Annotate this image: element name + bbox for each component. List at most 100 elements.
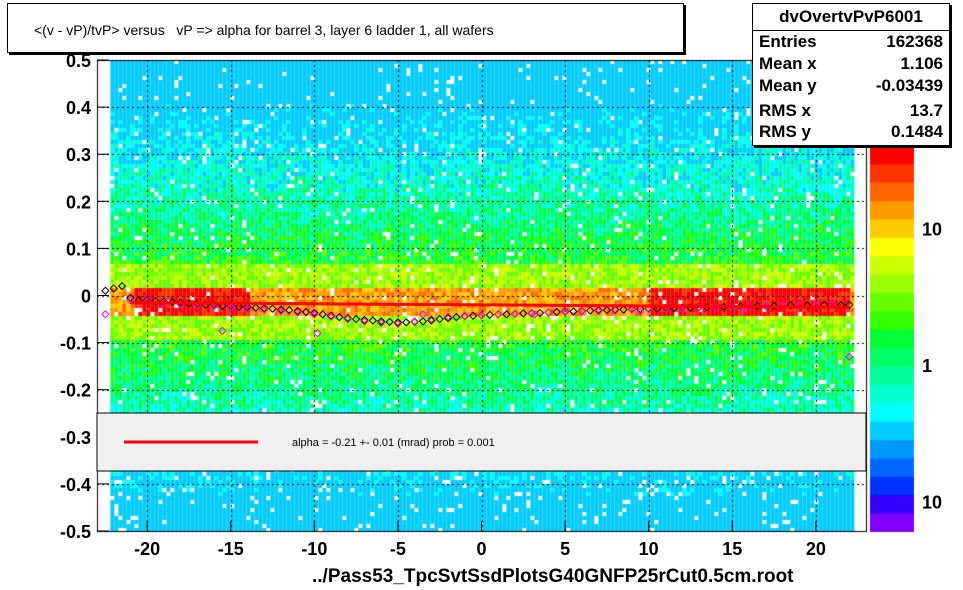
- fit-line: [130, 301, 850, 309]
- profile-point: [159, 297, 169, 306]
- colorbar-label: 10: [922, 493, 942, 513]
- profile-point: [535, 308, 545, 318]
- y-axis-ticks: -0.5 -0.4 -0.3 -0.2 -0.1 0 0.1 0.2 0.3 0.4 0.5: [60, 51, 109, 542]
- profile-point: [510, 309, 520, 319]
- profile-point: [443, 313, 453, 323]
- x-tick-label: -5: [390, 539, 406, 559]
- y-tick-label: 0.1: [66, 239, 91, 259]
- x-tick-label: -20: [134, 539, 160, 559]
- profile-point: [803, 301, 812, 310]
- y-tick-label: 0.3: [66, 145, 91, 165]
- colorbar-label: 1: [922, 356, 932, 376]
- profile-point: [477, 311, 486, 320]
- profile-point: [427, 314, 436, 324]
- profile-point: [636, 307, 645, 317]
- profile-point: [168, 297, 177, 307]
- profile-point: [310, 310, 319, 319]
- profile-point: [845, 300, 854, 310]
- y-tick-label: -0.5: [60, 522, 91, 542]
- profile-point: [393, 318, 403, 327]
- profile-point: [251, 303, 261, 312]
- profile-point: [259, 305, 269, 314]
- profile-point: [293, 308, 302, 317]
- profile-point: [778, 301, 787, 310]
- profile-point: [602, 305, 612, 315]
- y-tick-label: 0.5: [66, 51, 91, 71]
- profile-point: [477, 311, 486, 320]
- profile-point: [594, 306, 603, 316]
- profile-point: [794, 301, 804, 310]
- profile-point: [226, 302, 235, 311]
- profile-point: [243, 303, 252, 312]
- profile-point: [485, 310, 495, 320]
- profile-point: [418, 317, 428, 326]
- y-tick-label: 0: [81, 287, 91, 307]
- profile-point: [310, 308, 319, 318]
- profile-point: [544, 308, 553, 317]
- profile-point: [585, 306, 595, 315]
- profile-point: [218, 326, 227, 336]
- profile-point: [435, 314, 444, 324]
- profile-point: [636, 304, 645, 314]
- profile-point: [410, 317, 419, 326]
- profile-point: [326, 312, 336, 321]
- profile-point: [494, 310, 503, 319]
- x-tick-label: 5: [560, 539, 570, 559]
- stats-label: Entries: [759, 32, 817, 51]
- profile-point: [443, 312, 453, 321]
- profile-point: [611, 306, 620, 315]
- profile-point: [619, 305, 628, 314]
- profile-point: [218, 301, 227, 311]
- profile-point: [552, 307, 561, 317]
- profile-point: [142, 296, 152, 306]
- profile-point: [594, 305, 603, 315]
- profile-point: [494, 310, 503, 319]
- colorbar-label: 10: [922, 219, 942, 239]
- profile-point: [502, 310, 511, 319]
- profile-point: [786, 301, 795, 310]
- y-tick-label: 0.2: [66, 192, 91, 212]
- x-tick-label: 0: [476, 539, 486, 559]
- stats-value: -0.03439: [875, 76, 943, 95]
- profile-point: [510, 309, 520, 319]
- profile-point: [335, 312, 344, 322]
- profile-point: [226, 303, 235, 312]
- profile-point: [761, 301, 770, 311]
- profile-point: [209, 301, 219, 311]
- profile-point: [611, 305, 620, 314]
- stats-label: Mean y: [759, 76, 817, 95]
- profile-point: [468, 311, 478, 320]
- profile-point: [845, 352, 854, 361]
- profile-point: [301, 307, 311, 317]
- x-axis-ticks: -20 -15 -10 -5 0 5 10 15 20: [134, 521, 826, 559]
- profile-point: [739, 305, 749, 314]
- profile-point: [360, 315, 369, 325]
- profile-point: [101, 310, 110, 319]
- profile-point: [418, 310, 428, 319]
- stats-row-entries: Entries 162368: [759, 32, 943, 54]
- profile-point: [644, 304, 653, 314]
- footer-filename: ../Pass53_TpcSvtSsdPlotsG40GNFP25rCut0.5…: [312, 566, 794, 587]
- y-tick-label: -0.3: [60, 428, 91, 448]
- y-tick-label: -0.1: [60, 334, 91, 354]
- profile-point: [360, 317, 369, 326]
- profile-point: [234, 302, 244, 312]
- profile-point: [544, 308, 553, 317]
- profile-point: [376, 317, 386, 326]
- profile-point: [313, 328, 322, 338]
- profile-point: [343, 314, 352, 324]
- stats-row-mean-y: Mean y -0.03439: [759, 76, 943, 98]
- profile-point: [376, 318, 386, 328]
- profile-point: [276, 306, 286, 316]
- profile-point: [259, 304, 269, 313]
- profile-point: [753, 301, 762, 311]
- stats-value: 0.1484: [891, 122, 943, 141]
- profile-point: [385, 317, 394, 327]
- profile-point: [109, 284, 118, 293]
- stats-row-rms-y: RMS y 0.1484: [759, 122, 943, 144]
- profile-point: [326, 311, 336, 320]
- profile-point: [627, 305, 637, 314]
- colorbar-labels: 10 1 10: [922, 219, 942, 512]
- x-tick-label: -15: [218, 539, 244, 559]
